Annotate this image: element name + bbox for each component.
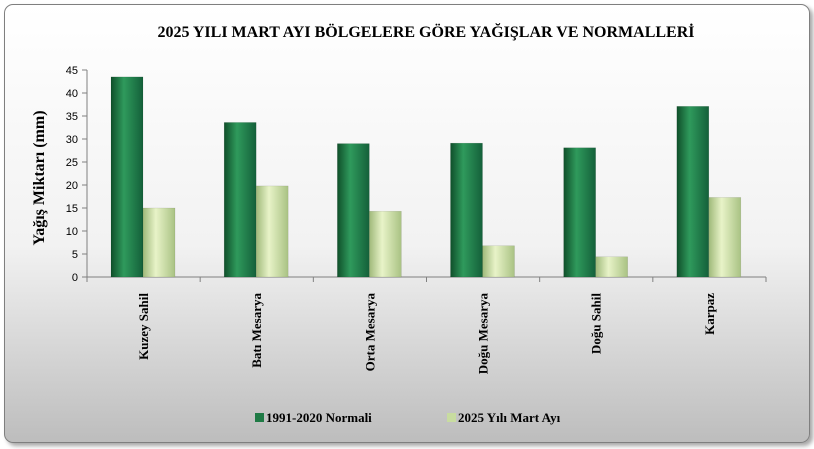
bar-normal [676,106,710,278]
bar-normal [223,122,257,278]
y-tick-label: 10 [66,226,78,238]
y-tick-label: 35 [66,111,78,123]
category-label: Orta Mesarya [362,293,377,372]
bar-march-2025 [255,185,289,278]
category-label: Batı Mesarya [249,293,264,368]
bar-normal [337,143,370,278]
legend-label: 2025 Yılı Mart Ayı [458,410,561,425]
category-label: Doğu Mesarya [476,293,491,375]
category-label: Kuzey Sahil [136,293,151,360]
y-tick-label: 30 [66,134,78,146]
bar-normal [563,147,596,278]
y-tick-label: 5 [72,249,78,261]
category-label: Doğu Sahil [589,293,604,354]
bar-march-2025 [595,256,628,278]
bar-march-2025 [142,207,176,278]
bar-normal [450,142,483,278]
bar-normal [110,76,144,278]
y-tick-label: 45 [66,65,78,77]
plot-area: 0 5 10 15 20 25 30 35 40 45 Kuzey Sahil Batı Mesary… [66,65,767,375]
legend: 1991-2020 Normali 2025 Yılı Mart Ayı [255,410,561,425]
y-tick-label: 0 [72,272,78,284]
legend-swatch [255,413,264,422]
bar-march-2025 [708,197,742,278]
y-tick-label: 20 [66,180,78,192]
legend-label: 1991-2020 Normali [266,410,372,425]
legend-swatch [447,413,456,422]
bar-march-2025 [482,245,515,278]
y-tick-label: 25 [66,157,78,169]
y-axis-label: Yağış Miktarı (mm) [31,110,48,245]
category-label: Karpaz [702,293,717,335]
y-tick-label: 15 [66,203,78,215]
chart-title: 2025 YILI MART AYI BÖLGELERE GÖRE YAĞIŞL… [157,22,694,41]
y-tick-label: 40 [66,88,78,100]
bar-march-2025 [369,210,402,278]
